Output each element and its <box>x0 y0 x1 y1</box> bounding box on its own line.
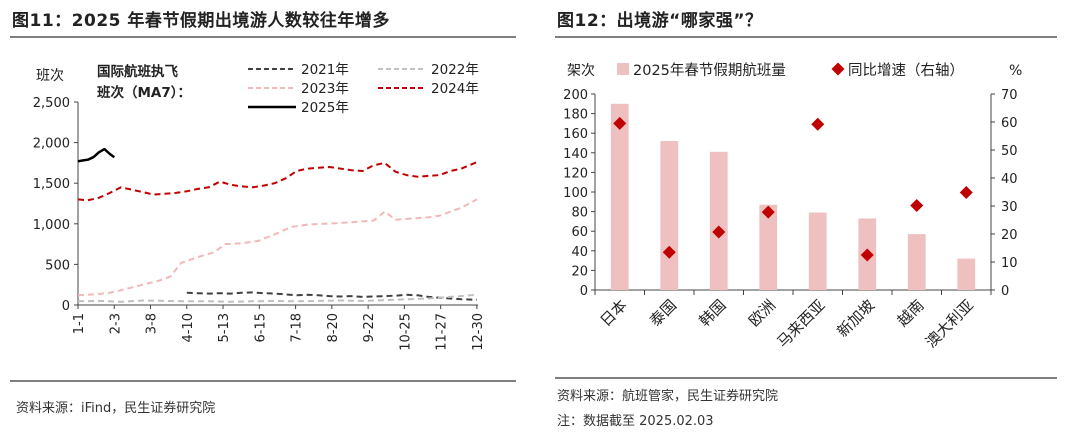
x-tick-label: 9-22 <box>362 313 377 343</box>
right-title-rule <box>555 36 1057 38</box>
annotation-line: 班次（MA7）： <box>97 84 191 101</box>
left-title-rule <box>10 36 516 38</box>
y-axis-label: 架次 <box>567 63 595 79</box>
y-tick-label: 160 <box>563 127 588 142</box>
series-line-2025年 <box>77 147 116 163</box>
x-tick-label: 3-8 <box>145 313 160 334</box>
legend-swatch <box>617 63 629 75</box>
bar-chart: 0 20 40 60 80 100 120 140 160 180 200 0 10 20 30 40 50 60… <box>563 62 1022 351</box>
left-source-rule <box>10 380 516 382</box>
y2-axis-label: % <box>1009 63 1022 79</box>
x-tick-label: 泰国 <box>646 296 680 330</box>
legend-label: 2022年 <box>431 62 479 78</box>
legend-label: 2025年 <box>301 100 349 116</box>
y2-tick-label: 30 <box>1001 200 1018 215</box>
y-axis-label: 班次 <box>36 68 64 84</box>
bar <box>907 234 926 290</box>
legend-label: 2024年 <box>431 81 479 97</box>
x-tick-label: 欧洲 <box>745 296 779 330</box>
right-source-rule <box>555 377 1057 379</box>
x-tick-label: 7-18 <box>290 313 305 343</box>
line-chart: 0 500 1,000 1,500 2,000 2,500 1-1 2-3 3-8 4-10 5-1… <box>33 62 486 351</box>
x-tick-label: 10-25 <box>398 313 413 351</box>
right-source: 资料来源：航班管家，民生证券研究院 <box>557 389 779 404</box>
legend-label: 2021年 <box>301 62 349 78</box>
y-tick-label: 2,500 <box>33 96 70 111</box>
y-tick-label: 0 <box>62 299 70 314</box>
x-tick-label: 韩国 <box>696 296 730 330</box>
x-tick-label: 新加坡 <box>834 296 879 341</box>
growth-point <box>662 245 676 259</box>
y-tick-label: 140 <box>563 147 588 162</box>
series-line-2023年 <box>77 198 478 297</box>
growth-point <box>959 186 973 200</box>
x-tick-label: 4-10 <box>181 313 196 343</box>
y2-tick-label: 0 <box>1001 284 1009 299</box>
x-tick-label: 5-13 <box>217 313 232 343</box>
y-tick-label: 20 <box>571 264 588 279</box>
x-tick-label: 越南 <box>894 296 928 330</box>
y2-tick-label: 70 <box>1001 88 1018 103</box>
y-tick-label: 500 <box>45 258 70 273</box>
y-tick-label: 1,500 <box>33 177 70 192</box>
series-line-2024年 <box>77 161 478 202</box>
series-line-2021年 <box>186 291 477 301</box>
y2-tick-label: 60 <box>1001 116 1018 131</box>
y-tick-label: 60 <box>571 225 588 240</box>
left-title: 图11：2025 年春节假期出境游人数较往年增多 <box>12 11 390 31</box>
left-source: 资料来源：iFind，民生证券研究院 <box>16 401 216 416</box>
growth-point <box>712 225 726 239</box>
y-tick-label: 120 <box>563 166 588 181</box>
y-tick-label: 100 <box>563 186 588 201</box>
bar <box>660 141 679 290</box>
annotation-line: 国际航班执飞 <box>97 63 178 80</box>
x-tick-label: 日本 <box>597 296 631 330</box>
y-tick-label: 40 <box>571 245 588 260</box>
growth-point <box>761 205 775 219</box>
series-line-2022年 <box>77 293 477 303</box>
growth-point <box>910 198 924 212</box>
bar <box>808 212 827 290</box>
bar <box>610 103 629 290</box>
y2-tick-label: 20 <box>1001 228 1018 243</box>
y2-tick-label: 10 <box>1001 256 1018 271</box>
right-panel: 图12：出境游“哪家强”？ 0 20 40 60 80 100 120 140 160 180 20… <box>545 0 1070 437</box>
bar <box>709 151 728 290</box>
x-tick-label: 马来西亚 <box>773 296 828 351</box>
y-tick-label: 1,000 <box>33 218 70 233</box>
y-tick-label: 200 <box>563 88 588 103</box>
growth-point <box>860 248 874 262</box>
legend-label: 同比增速（右轴） <box>848 62 964 79</box>
legend-swatch <box>831 62 845 76</box>
right-note: 注：数据截至 2025.02.03 <box>557 414 714 429</box>
growth-point <box>613 116 627 130</box>
legend-label: 2023年 <box>301 81 349 97</box>
y2-tick-label: 50 <box>1001 144 1018 159</box>
y-tick-label: 2,000 <box>33 137 70 152</box>
x-tick-label: 6-15 <box>253 313 268 343</box>
bar <box>759 204 778 290</box>
y-tick-label: 80 <box>571 206 588 221</box>
x-tick-label: 1-1 <box>72 313 87 334</box>
x-tick-label: 12-30 <box>471 313 486 351</box>
y2-tick-label: 40 <box>1001 172 1018 187</box>
x-tick-label: 8-20 <box>326 313 341 343</box>
x-tick-label: 澳大利亚 <box>922 296 977 351</box>
x-tick-label: 11-27 <box>435 313 450 351</box>
x-tick-label: 2-3 <box>108 313 123 334</box>
left-panel: 图11：2025 年春节假期出境游人数较往年增多 0 500 1,000 1,500 2… <box>0 0 530 437</box>
y-tick-label: 180 <box>563 108 588 123</box>
chart-annotation: 国际航班执飞班次（MA7）： <box>97 63 191 101</box>
growth-point <box>811 117 825 131</box>
right-title: 图12：出境游“哪家强”？ <box>557 11 763 31</box>
legend-label: 2025年春节假期航班量 <box>633 62 786 79</box>
y-tick-label: 0 <box>580 284 588 299</box>
bar <box>957 258 976 290</box>
